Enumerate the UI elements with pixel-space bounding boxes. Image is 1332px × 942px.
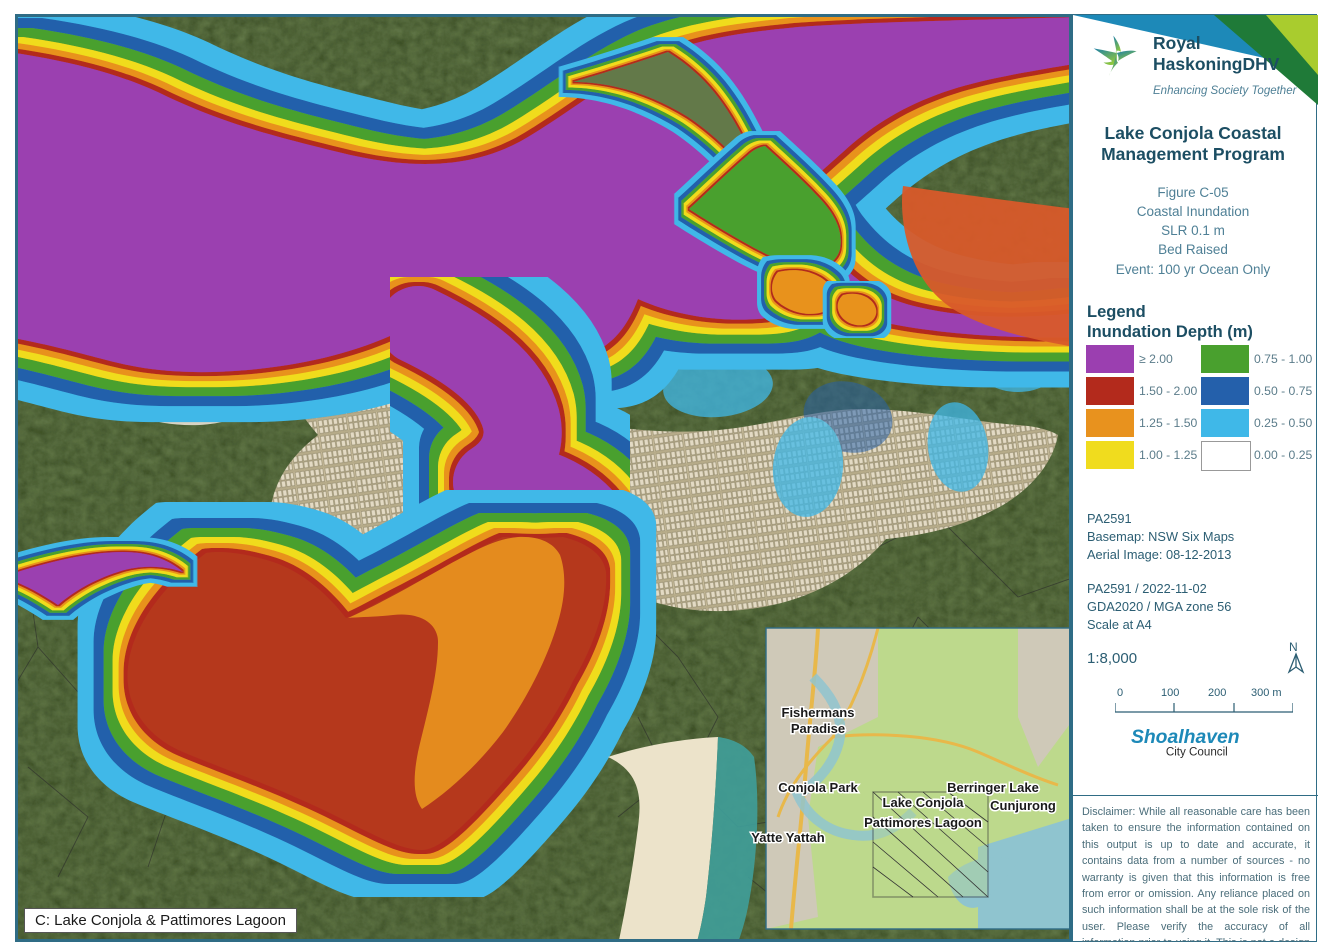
svg-text:N: N <box>1289 640 1298 654</box>
svg-text:Yatte Yattah: Yatte Yattah <box>751 830 825 845</box>
svg-text:Lake Conjola: Lake Conjola <box>883 795 965 810</box>
svg-text:Conjola Park: Conjola Park <box>778 780 858 795</box>
svg-text:Paradise: Paradise <box>791 721 845 736</box>
svg-text:Berringer Lake: Berringer Lake <box>947 780 1039 795</box>
svg-text:City Council: City Council <box>1165 746 1227 759</box>
svg-text:Fishermans: Fishermans <box>782 705 855 720</box>
svg-text:Cunjurong: Cunjurong <box>990 798 1056 813</box>
svg-text:Pattimores Lagoon: Pattimores Lagoon <box>864 815 982 830</box>
